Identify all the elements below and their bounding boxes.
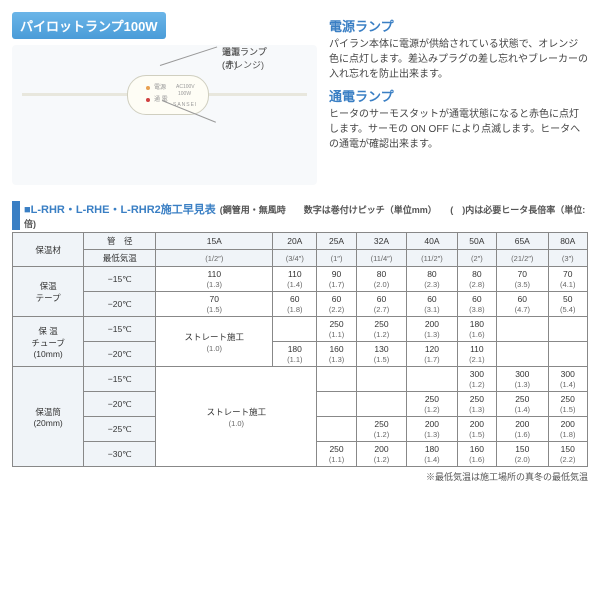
temp-cell: −15℃	[84, 317, 156, 342]
data-cell: 250(1.1)	[317, 317, 356, 342]
data-cell: 200(1.2)	[356, 442, 406, 467]
data-cell: 180(1.6)	[457, 317, 496, 342]
th-pipe: 管 径	[84, 233, 156, 250]
data-cell: 160(1.3)	[317, 342, 356, 367]
th-insulation: 保温材	[13, 233, 84, 267]
table-title: ■L-RHR・L-RHE・L-RHR2施工早見表(鋼管用・無風時 数字は巻付けピ…	[12, 201, 588, 230]
data-cell: 70(3.5)	[497, 267, 548, 292]
device-diagram: 電源 通 電 AC100V 100W SANSEI 電源ランプ(オレンジ) 通電…	[12, 45, 317, 185]
temp-cell: −15℃	[84, 267, 156, 292]
th-temp: 最低気温	[84, 250, 156, 267]
power-lamp-body: パイラン本体に電源が供給されている状態で、オレンジ色に点灯します。差込みプラグの…	[329, 37, 588, 82]
data-cell: 130(1.5)	[356, 342, 406, 367]
data-cell: 60(2.7)	[356, 292, 406, 317]
data-cell: 90(1.7)	[317, 267, 356, 292]
device-body: 電源 通 電 AC100V 100W SANSEI	[127, 75, 209, 115]
data-cell: 250(1.4)	[497, 392, 548, 417]
data-cell: 70(4.1)	[548, 267, 588, 292]
temp-cell: −20℃	[84, 342, 156, 367]
data-cell: 110(2.1)	[457, 342, 496, 367]
data-cell: 60(1.8)	[273, 292, 317, 317]
data-cell: 250(1.2)	[407, 392, 457, 417]
data-cell: 180(1.1)	[273, 342, 317, 367]
data-cell: 70(1.5)	[156, 292, 273, 317]
data-cell: 200(1.8)	[548, 417, 588, 442]
data-cell: 200(1.3)	[407, 317, 457, 342]
product-title: パイロットランプ100W	[12, 12, 166, 39]
data-cell: 180(1.4)	[407, 442, 457, 467]
group-head: 保温テープ	[13, 267, 84, 317]
straight-cell: ストレート施工(1.0)	[156, 367, 317, 467]
data-cell: 250(1.3)	[457, 392, 496, 417]
data-cell: 110(1.4)	[273, 267, 317, 292]
data-cell: 250(1.2)	[356, 417, 406, 442]
data-cell: 200(1.5)	[457, 417, 496, 442]
data-cell: 110(1.3)	[156, 267, 273, 292]
data-cell: 300(1.2)	[457, 367, 496, 392]
data-cell: 120(1.7)	[407, 342, 457, 367]
data-cell: 250(1.1)	[317, 442, 356, 467]
data-cell: 60(4.7)	[497, 292, 548, 317]
data-cell: 300(1.3)	[497, 367, 548, 392]
data-cell: 60(2.2)	[317, 292, 356, 317]
data-cell: 200(1.6)	[497, 417, 548, 442]
power-lamp-title: 電源ランプ	[329, 16, 588, 35]
data-cell: 250(1.5)	[548, 392, 588, 417]
energize-lamp-title: 通電ランプ	[329, 86, 588, 105]
data-cell: 150(2.2)	[548, 442, 588, 467]
data-cell: 80(2.0)	[356, 267, 406, 292]
spec-table: 保温材 管 径 15A20A25A32A40A50A65A80A 最低気温 (1…	[12, 232, 588, 467]
temp-cell: −20℃	[84, 292, 156, 317]
data-cell: 80(2.8)	[457, 267, 496, 292]
energize-lamp-body: ヒータのサーモスタットが通電状態になると赤色に点灯します。サーモの ON OFF…	[329, 107, 588, 152]
power-lamp-dot	[146, 86, 150, 90]
group-head: 保 温チューブ(10mm)	[13, 317, 84, 367]
callout-energize-lamp: 通電ランプ(赤)	[222, 45, 267, 71]
data-cell: 160(1.6)	[457, 442, 496, 467]
data-cell: 300(1.4)	[548, 367, 588, 392]
data-cell: 80(2.3)	[407, 267, 457, 292]
data-cell: 60(3.8)	[457, 292, 496, 317]
table-note: ※最低気温は施工場所の真冬の最低気温	[12, 470, 588, 483]
data-cell: 150(2.0)	[497, 442, 548, 467]
data-cell: 250(1.2)	[356, 317, 406, 342]
energize-lamp-dot	[146, 98, 150, 102]
group-head: 保温筒(20mm)	[13, 367, 84, 467]
data-cell: 50(5.4)	[548, 292, 588, 317]
data-cell: 60(3.1)	[407, 292, 457, 317]
straight-cell: ストレート施工(1.0)	[156, 317, 273, 367]
data-cell: 200(1.3)	[407, 417, 457, 442]
